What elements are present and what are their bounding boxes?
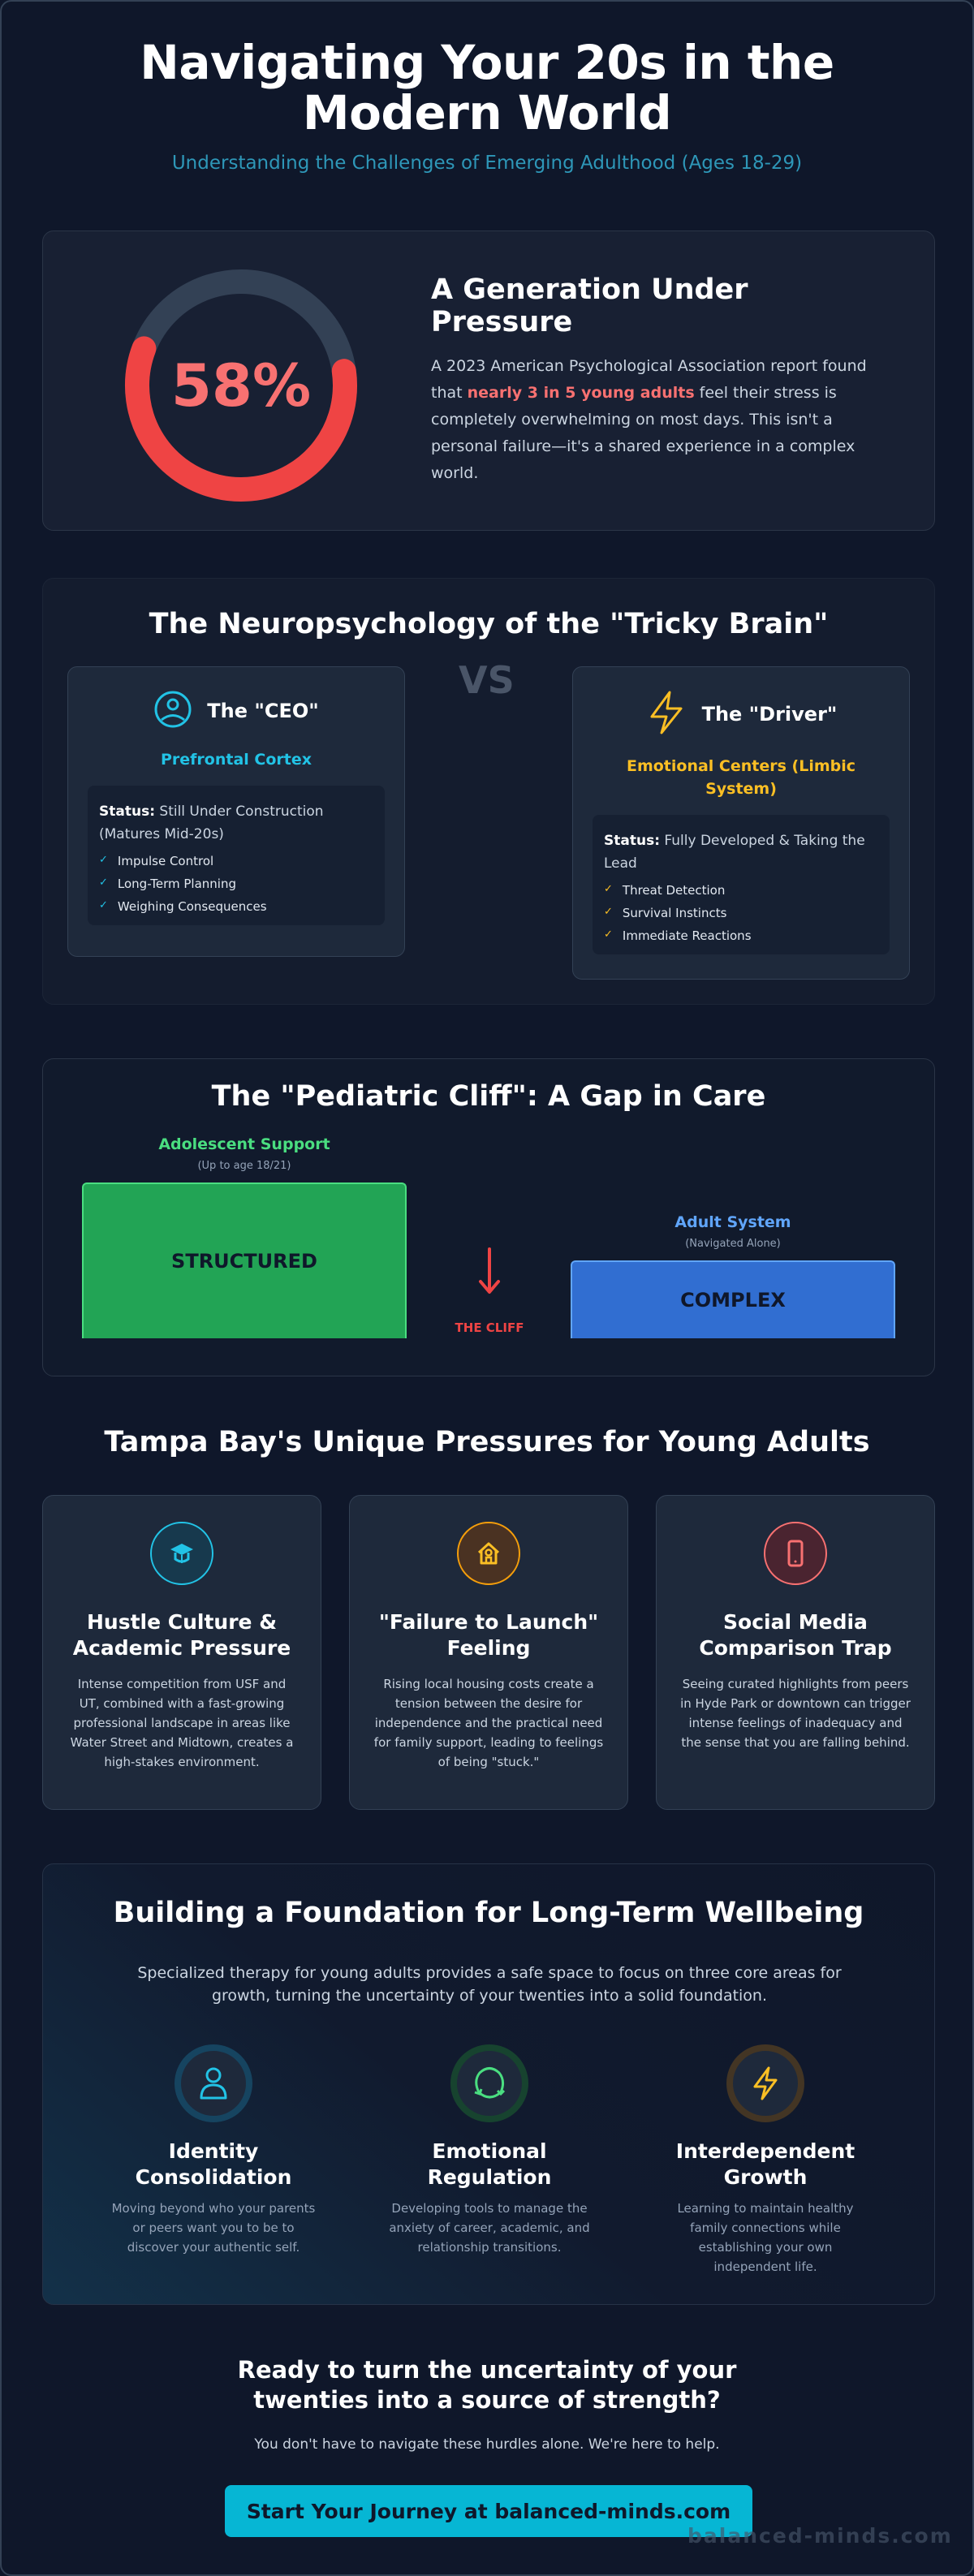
foundation-intro: Specialized therapy for young adults pro… (137, 1964, 842, 2005)
neuropsychology-section: The Neuropsychology of the "Tricky Brain… (42, 578, 935, 1005)
cta-title-text: Ready to turn the uncertainty of your tw… (237, 2356, 737, 2414)
trait-item: ✓ Immediate Reactions (604, 928, 878, 943)
cliff-label: THE CLIFF (455, 1320, 524, 1335)
lightning-bolt-icon (726, 2044, 804, 2122)
stat-title: A Generation Under Pressure (431, 274, 748, 338)
stat-body-text: feel their stress is completely overwhel… (431, 384, 855, 482)
pressure-body: Intense competition from USF and UT, com… (70, 1677, 294, 1769)
user-circle-icon (153, 690, 192, 732)
cta-title: Ready to turn the uncertainty of your tw… (2, 2355, 972, 2415)
down-arrow-icon (465, 1247, 514, 1299)
lightning-bolt-icon (645, 690, 687, 739)
trait-item: ✓ Weighing Consequences (99, 899, 373, 914)
pressure-body: Rising local housing costs create a tens… (373, 1677, 604, 1769)
trait-item: ✓ Long-Term Planning (99, 877, 373, 891)
status-value: Still Under Construction (Matures Mid-20… (99, 803, 324, 842)
stat-body-text: A 2023 American Psychological Associatio… (431, 357, 867, 402)
trait-label: Long-Term Planning (117, 877, 236, 891)
pressure-card: Social Media Comparison Trap Seeing cura… (656, 1495, 935, 1810)
stat-text: A Generation Under Pressure A 2023 Ameri… (431, 274, 894, 487)
vs-label: VS (459, 658, 515, 702)
pressure-card: Hustle Culture & Academic Pressure Inten… (42, 1495, 321, 1810)
cta-subtitle: You don't have to navigate these hurdles… (254, 2436, 720, 2453)
donut-ring-icon (125, 269, 357, 502)
check-icon: ✓ (604, 883, 613, 895)
ceo-name: The "CEO" (207, 700, 319, 722)
trait-item: ✓ Survival Instincts (604, 906, 878, 920)
trait-label: Immediate Reactions (622, 928, 752, 943)
structured-bar: STRUCTURED (82, 1182, 407, 1338)
stat-value: 58% (170, 351, 312, 420)
smartphone-icon (764, 1522, 827, 1585)
foundation-section: Building a Foundation for Long-Term Well… (42, 1863, 935, 2305)
watermark: balanced-minds.com (687, 2524, 953, 2548)
page-title: Navigating Your 20s in the Modern World (140, 35, 834, 140)
pillar-title: Emotional Regulation (427, 2139, 552, 2189)
ceo-region: Prefrontal Cortex (160, 751, 312, 769)
driver-card: The "Driver" Emotional Centers (Limbic S… (572, 666, 910, 980)
section-title: The "Pediatric Cliff": A Gap in Care (211, 1080, 766, 1113)
driver-region: Emotional Centers (Limbic System) (626, 757, 856, 798)
pillar-body: Learning to maintain healthy family conn… (677, 2201, 854, 2274)
check-icon: ✓ (604, 906, 613, 918)
check-icon: ✓ (99, 854, 108, 866)
section-title: The Neuropsychology of the "Tricky Brain… (149, 608, 829, 640)
check-icon: ✓ (604, 928, 613, 941)
check-icon: ✓ (99, 899, 108, 911)
pillar-title: Identity Consolidation (135, 2139, 292, 2189)
pressure-title: Social Media Comparison Trap (699, 1610, 892, 1660)
trait-label: Weighing Consequences (117, 899, 267, 914)
pillar-item: Interdependent Growth Learning to mainta… (652, 2044, 879, 2277)
status-value: Fully Developed & Taking the Lead (604, 833, 865, 872)
trait-label: Survival Instincts (622, 906, 727, 920)
pressure-body: Seeing curated highlights from peers in … (680, 1677, 911, 1750)
adult-sublabel: (Navigated Alone) (685, 1238, 781, 1250)
pillar-item: Identity Consolidation Moving beyond who… (100, 2044, 327, 2257)
pillar-title: Interdependent Growth (675, 2139, 855, 2189)
pillar-body: Moving beyond who your parents or peers … (111, 2201, 316, 2255)
pediatric-cliff-section: The "Pediatric Cliff": A Gap in Care Ado… (42, 1058, 935, 1376)
driver-name: The "Driver" (701, 703, 838, 726)
trait-label: Threat Detection (622, 883, 726, 898)
stat-card: 58% A Generation Under Pressure A 2023 A… (42, 230, 935, 531)
cycle-arrows-icon (450, 2044, 528, 2122)
user-icon (175, 2044, 252, 2122)
check-icon: ✓ (99, 877, 108, 889)
section-title: Building a Foundation for Long-Term Well… (113, 1897, 864, 1929)
graduation-cap-icon (150, 1522, 213, 1585)
complex-bar: COMPLEX (571, 1260, 895, 1338)
adolescent-sublabel: (Up to age 18/21) (197, 1160, 291, 1172)
stat-body: A 2023 American Psychological Associatio… (431, 353, 894, 487)
driver-status-box: Status: Fully Developed & Taking the Lea… (593, 815, 890, 954)
section-title: Tampa Bay's Unique Pressures for Young A… (104, 1426, 870, 1458)
ceo-card: The "CEO" Prefrontal Cortex Status: Stil… (67, 666, 405, 957)
pressure-card: "Failure to Launch" Feeling Rising local… (349, 1495, 628, 1810)
pillar-item: Emotional Regulation Developing tools to… (376, 2044, 603, 2257)
adult-label: Adult System (674, 1213, 791, 1231)
stat-highlight: nearly 3 in 5 young adults (467, 384, 695, 402)
pillar-body: Developing tools to manage the anxiety o… (389, 2201, 590, 2255)
status-label: Status: (99, 803, 155, 820)
start-journey-button[interactable]: Start Your Journey at balanced-minds.com (225, 2485, 752, 2537)
trait-item: ✓ Threat Detection (604, 883, 878, 898)
home-icon (457, 1522, 520, 1585)
status-label: Status: (604, 833, 660, 849)
adolescent-label: Adolescent Support (158, 1135, 330, 1153)
pressure-title: "Failure to Launch" Feeling (378, 1610, 599, 1660)
ceo-status-box: Status: Still Under Construction (Mature… (88, 786, 385, 925)
stress-donut-chart: 58% (124, 269, 358, 502)
trait-item: ✓ Impulse Control (99, 854, 373, 868)
trait-label: Impulse Control (117, 854, 214, 868)
pressure-title: Hustle Culture & Academic Pressure (72, 1610, 291, 1660)
header: Navigating Your 20s in the Modern World … (2, 2, 972, 174)
page-subtitle: Understanding the Challenges of Emerging… (171, 153, 803, 174)
